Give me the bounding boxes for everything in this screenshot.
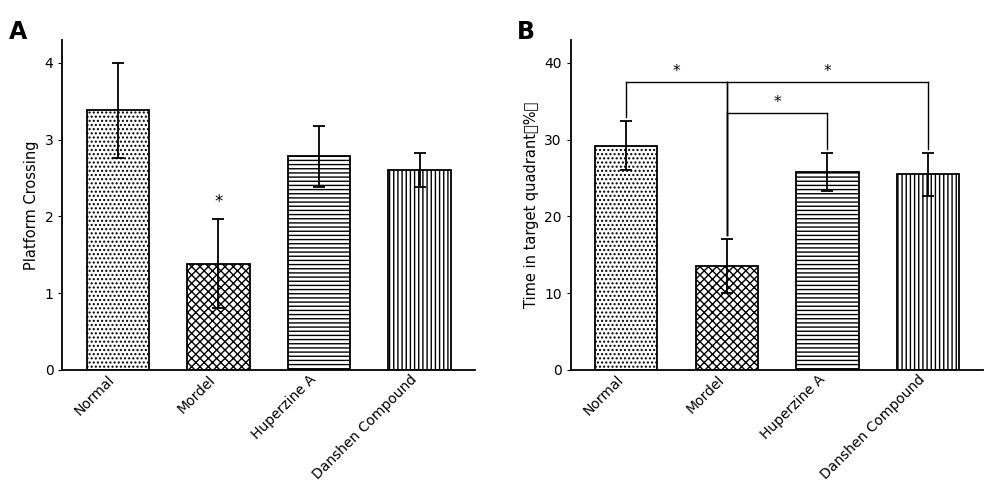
Bar bbox=[187, 264, 250, 370]
Bar bbox=[288, 156, 350, 370]
Y-axis label: Platform Crossing: Platform Crossing bbox=[24, 140, 39, 269]
Bar bbox=[696, 266, 758, 370]
Text: *: * bbox=[214, 193, 223, 211]
Text: A: A bbox=[9, 20, 27, 44]
Bar bbox=[897, 174, 959, 370]
Bar bbox=[796, 172, 859, 370]
Bar bbox=[87, 110, 149, 370]
Text: *: * bbox=[824, 64, 831, 79]
Y-axis label: Time in target quadrant（%）: Time in target quadrant（%） bbox=[524, 102, 539, 308]
Bar bbox=[595, 146, 657, 370]
Text: *: * bbox=[773, 95, 781, 110]
Bar bbox=[388, 170, 451, 370]
Text: *: * bbox=[673, 64, 680, 79]
Text: B: B bbox=[517, 20, 535, 44]
